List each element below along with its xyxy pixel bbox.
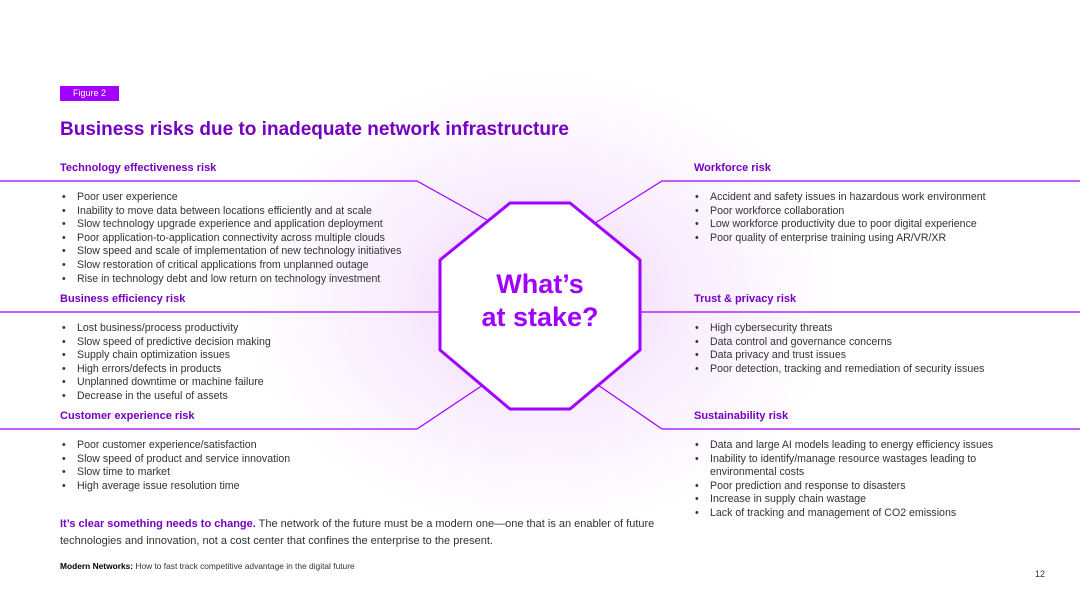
list-item: Data privacy and trust issues [693,349,1063,363]
list-item: High average issue resolution time [60,480,430,494]
connector-customer [0,382,487,430]
footer-subtitle: How to fast track competitive advantage … [133,561,355,571]
figure-tag: Figure 2 [60,86,119,101]
technology-risk-heading: Technology effectiveness risk [60,162,217,174]
list-item: Data control and governance concerns [693,336,1063,350]
list-item: Increase in supply chain wastage [693,493,1038,507]
connector-workforce [591,180,1080,226]
list-item: Decrease in the useful of assets [60,390,430,404]
list-item: Poor application-to-application connecti… [60,232,450,246]
list-item: Low workforce productivity due to poor d… [693,218,1063,232]
list-item: Accident and safety issues in hazardous … [693,191,1063,205]
center-hexagon [438,201,642,411]
list-item: Poor workforce collaboration [693,205,1063,219]
list-item: Lost business/process productivity [60,322,430,336]
list-item: Poor user experience [60,191,450,205]
business-risk-list: Lost business/process productivity Slow … [60,322,430,404]
page-title: Business risks due to inadequate network… [60,119,569,140]
customer-risk-heading: Customer experience risk [60,410,195,422]
business-risk-heading: Business efficiency risk [60,293,186,305]
technology-risk-list: Poor user experience Inability to move d… [60,191,450,286]
list-item: Slow time to market [60,466,430,480]
list-item: Supply chain optimization issues [60,349,430,363]
workforce-risk-heading: Workforce risk [694,162,771,174]
list-item: Data and large AI models leading to ener… [693,439,1038,453]
sustainability-risk-heading: Sustainability risk [694,410,789,422]
workforce-risk-list: Accident and safety issues in hazardous … [693,191,1063,245]
list-item: Rise in technology debt and low return o… [60,273,450,287]
connector-technology [0,180,497,226]
list-item: Poor customer experience/satisfaction [60,439,430,453]
connector-sustainability [594,382,1080,430]
list-item: Slow restoration of critical application… [60,259,450,273]
sustainability-risk-list: Data and large AI models leading to ener… [693,439,1038,521]
list-item: Slow speed of predictive decision making [60,336,430,350]
closing-emphasis: It’s clear something needs to change. [60,518,256,530]
list-item: High errors/defects in products [60,363,430,377]
customer-risk-list: Poor customer experience/satisfaction Sl… [60,439,430,493]
closing-statement: It’s clear something needs to change. Th… [60,516,680,550]
center-label: What’s at stake? [440,268,640,334]
trust-risk-list: High cybersecurity threats Data control … [693,322,1063,376]
page-number: 12 [1035,569,1046,579]
list-item: Poor prediction and response to disaster… [693,480,1038,494]
list-item: High cybersecurity threats [693,322,1063,336]
center-label-line2: at stake? [481,302,599,332]
list-item: Poor detection, tracking and remediation… [693,363,1063,377]
list-item: Inability to move data between locations… [60,205,450,219]
footer: Modern Networks: How to fast track compe… [60,561,355,571]
trust-risk-heading: Trust & privacy risk [694,293,797,305]
list-item: Slow technology upgrade experience and a… [60,218,450,232]
list-item: Slow speed of product and service innova… [60,453,430,467]
closing-text: The network of the future must be a mode… [60,518,655,547]
list-item: Poor quality of enterprise training usin… [693,232,1063,246]
list-item: Lack of tracking and management of CO2 e… [693,507,1038,521]
list-item: Unplanned downtime or machine failure [60,376,430,390]
footer-title: Modern Networks: [60,561,134,571]
list-item: Inability to identify/manage resource wa… [693,453,1038,480]
center-label-line1: What’s [496,269,584,299]
list-item: Slow speed and scale of implementation o… [60,245,450,259]
